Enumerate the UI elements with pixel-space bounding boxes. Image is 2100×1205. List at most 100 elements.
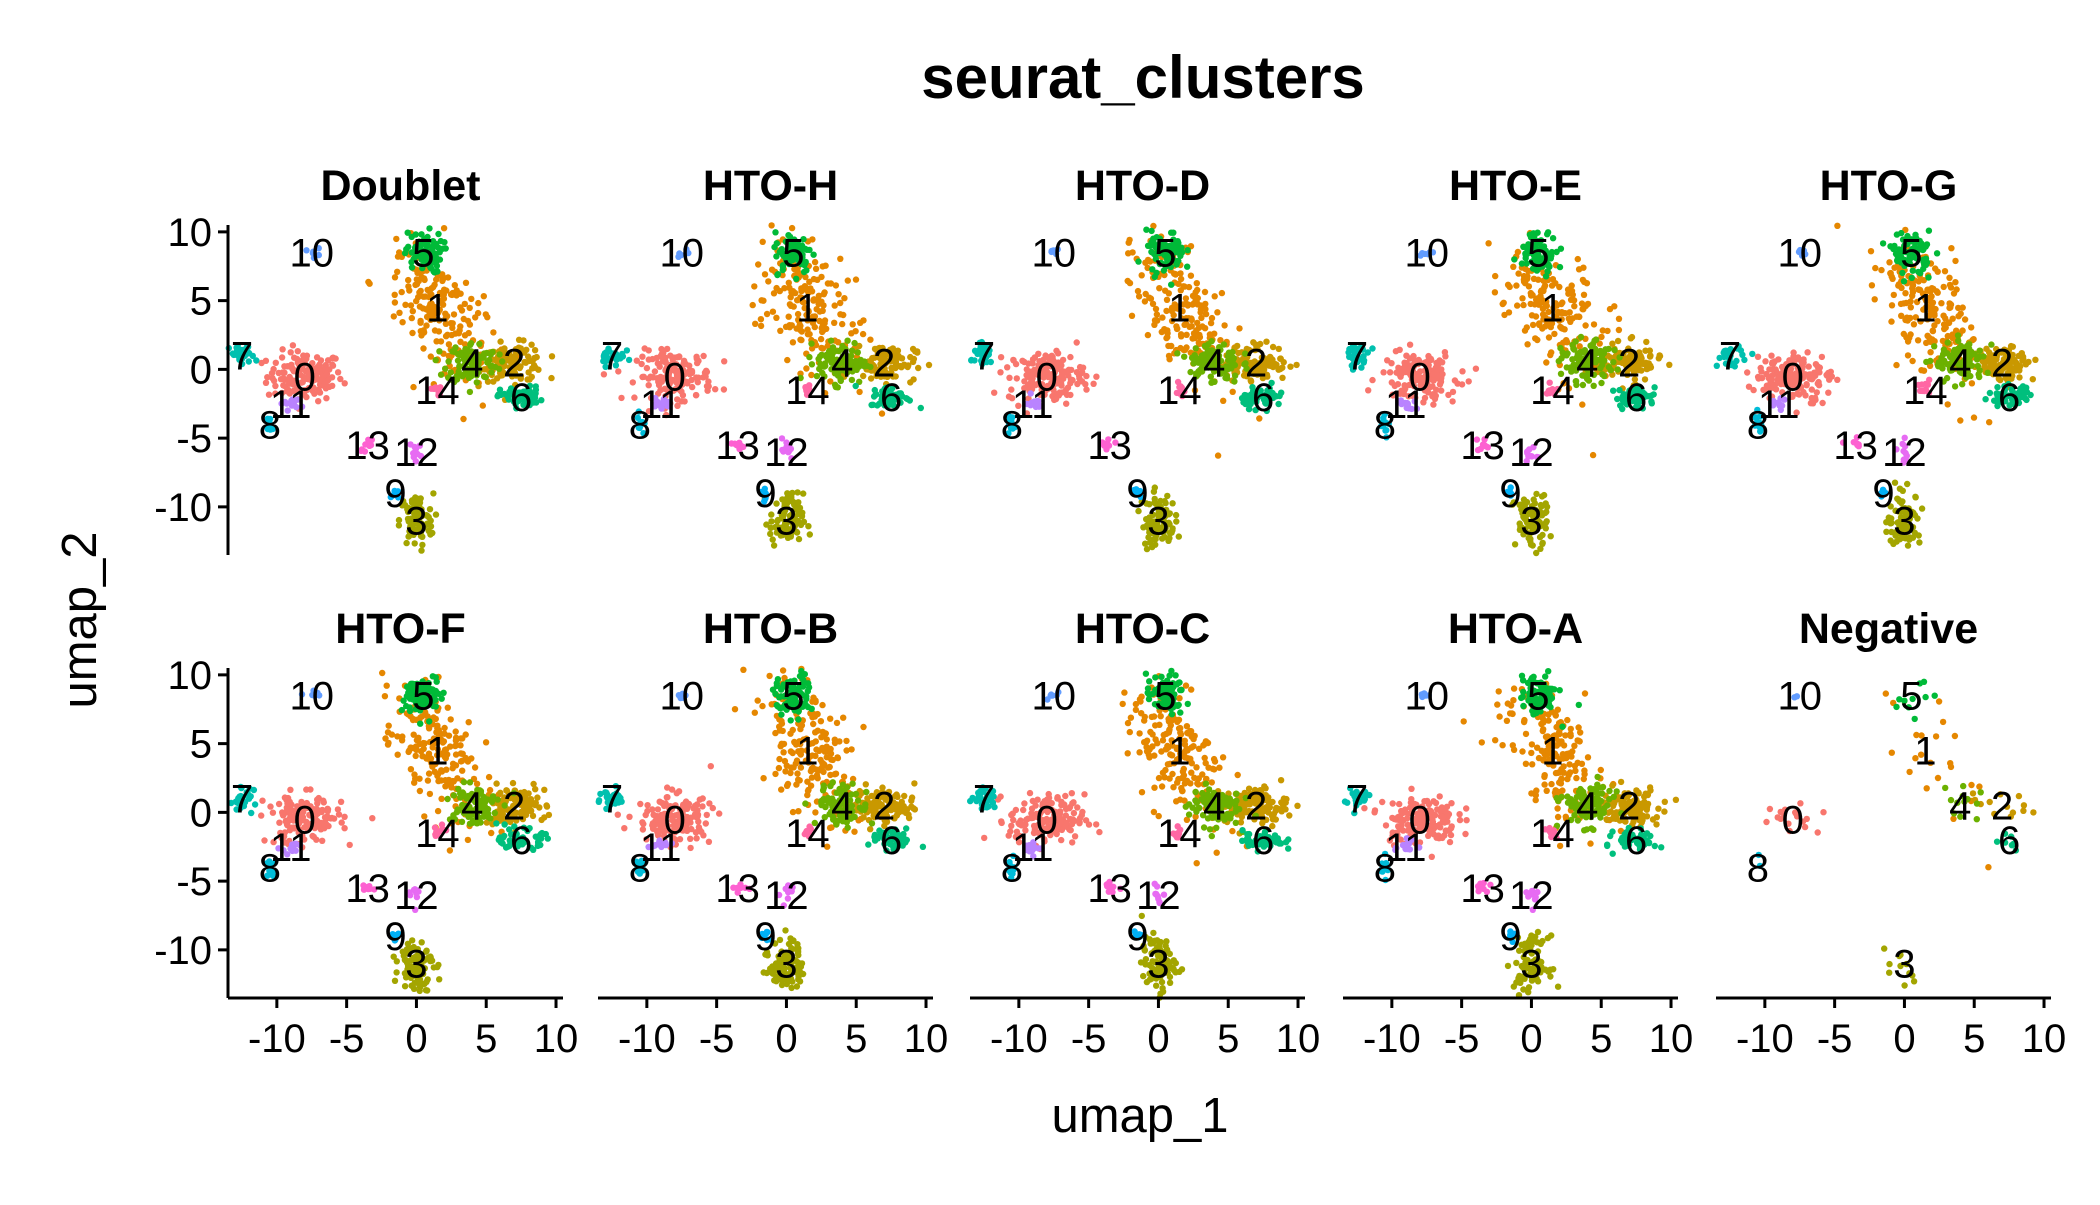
point-cluster-0: [991, 390, 997, 396]
point-cluster-0: [1744, 369, 1750, 375]
point-cluster-1: [1901, 300, 1907, 306]
point-cluster-1: [1198, 306, 1204, 312]
point-cluster-0: [1058, 380, 1064, 386]
point-cluster-1: [417, 788, 423, 794]
point-cluster-1: [1893, 362, 1899, 368]
point-cluster-1: [1127, 280, 1133, 286]
point-cluster-1: [413, 298, 419, 304]
panel-strip-label: HTO-E: [1449, 162, 1582, 210]
point-cluster-1: [1582, 322, 1588, 328]
point-cluster-5: [772, 229, 778, 235]
point-cluster-1: [1581, 292, 1587, 298]
point-cluster-3: [392, 978, 398, 984]
point-cluster-2: [1281, 359, 1287, 365]
point-cluster-1: [1145, 332, 1151, 338]
point-cluster-1: [1907, 298, 1913, 304]
point-cluster-5: [1901, 278, 1907, 284]
point-cluster-3: [436, 976, 442, 982]
point-cluster-1: [1579, 300, 1585, 306]
point-cluster-0: [1436, 357, 1442, 363]
cluster-label-14: 14: [1157, 369, 1202, 413]
point-cluster-1: [427, 791, 433, 797]
point-cluster-0: [644, 365, 650, 371]
point-cluster-1: [467, 321, 473, 327]
point-cluster-4: [489, 349, 495, 355]
point-cluster-1: [1188, 273, 1194, 279]
point-cluster-0: [287, 787, 293, 793]
point-cluster-1: [853, 276, 859, 282]
point-cluster-4: [467, 389, 473, 395]
point-cluster-1: [1941, 284, 1947, 290]
point-cluster-4: [1985, 370, 1991, 376]
cluster-label-6: 6: [1998, 376, 2020, 420]
point-cluster-1: [441, 225, 447, 231]
point-cluster-1: [820, 345, 826, 351]
point-cluster-5: [1909, 275, 1915, 281]
point-cluster-6: [1648, 399, 1654, 405]
point-cluster-2: [2017, 363, 2023, 369]
point-cluster-1: [385, 741, 391, 747]
point-cluster-1: [1952, 258, 1958, 264]
point-cluster-0: [1083, 386, 1089, 392]
point-cluster-1: [405, 283, 411, 289]
point-cluster-2: [2019, 357, 2025, 363]
point-cluster-1: [1935, 269, 1941, 275]
point-cluster-1: [446, 341, 452, 347]
cluster-label-1: 1: [1541, 287, 1563, 331]
point-cluster-1: [1575, 256, 1581, 262]
point-cluster-2: [915, 365, 921, 371]
point-cluster-1: [391, 313, 397, 319]
point-cluster-0: [325, 808, 331, 814]
point-cluster-0: [324, 371, 330, 377]
point-cluster-1: [1878, 267, 1884, 273]
point-cluster-7: [1749, 351, 1755, 357]
point-cluster-1: [465, 758, 471, 764]
point-cluster-5: [1887, 243, 1893, 249]
point-cluster-1: [837, 300, 843, 306]
point-cluster-0: [1433, 393, 1439, 399]
point-cluster-1: [466, 330, 472, 336]
cluster-label-13: 13: [1460, 424, 1505, 468]
point-cluster-2: [2030, 376, 2036, 382]
panel-strip-label: Doublet: [320, 162, 480, 210]
point-cluster-0: [1449, 398, 1455, 404]
point-cluster-4: [1602, 346, 1608, 352]
point-cluster-1: [399, 319, 405, 325]
point-cluster-0: [693, 392, 699, 398]
point-cluster-0: [1755, 375, 1761, 381]
point-cluster-1: [1907, 331, 1913, 337]
cluster-label-11: 11: [1385, 383, 1427, 427]
point-cluster-0: [1435, 373, 1441, 379]
point-cluster-1: [1891, 265, 1897, 271]
point-cluster-1: [457, 304, 463, 310]
point-cluster-4: [1927, 358, 1933, 364]
point-cluster-1: [1567, 319, 1573, 325]
point-cluster-1: [1834, 223, 1840, 229]
point-cluster-4: [445, 358, 451, 364]
cluster-label-11: 11: [640, 383, 682, 427]
point-cluster-3: [1173, 512, 1179, 518]
point-cluster-1: [443, 333, 449, 339]
point-cluster-1: [439, 278, 445, 284]
point-cluster-3: [1140, 524, 1146, 530]
point-cluster-5: [1923, 262, 1929, 268]
point-cluster-1: [1986, 419, 1992, 425]
point-cluster-5: [437, 249, 443, 255]
point-cluster-1: [395, 253, 401, 259]
point-cluster-1: [1530, 322, 1536, 328]
cluster-label-9: 9: [1872, 472, 1894, 516]
point-cluster-1: [1146, 295, 1152, 301]
point-cluster-4: [1557, 345, 1563, 351]
point-cluster-1: [835, 291, 841, 297]
point-cluster-5: [405, 230, 411, 236]
cluster-label-14: 14: [1903, 369, 1948, 413]
point-cluster-1: [1513, 282, 1519, 288]
cluster-label-10: 10: [1778, 232, 1823, 276]
point-cluster-5: [443, 245, 449, 251]
point-cluster-0: [316, 367, 322, 373]
point-cluster-2: [490, 378, 496, 384]
point-cluster-6: [918, 405, 924, 411]
cluster-label-3: 3: [775, 500, 797, 544]
cluster-label-14: 14: [415, 369, 460, 413]
point-cluster-0: [347, 842, 353, 848]
